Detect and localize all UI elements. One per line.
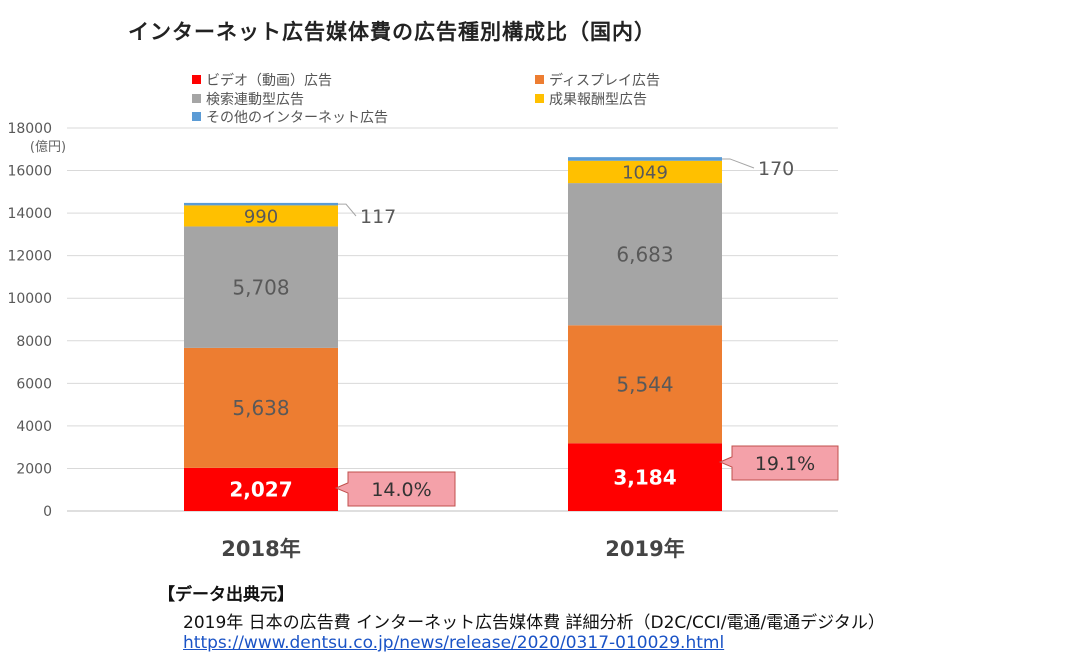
data-label: 5,638 [232, 396, 289, 420]
y-axis-unit-label: (億円) [30, 139, 66, 155]
bar-segment [568, 325, 722, 444]
legend-item-display: ディスプレイ広告 [535, 70, 660, 90]
data-label: 117 [360, 206, 396, 228]
legend-label-video: ビデオ（動画）広告 [206, 73, 332, 89]
legend-swatch-video [192, 75, 201, 84]
y-tick-label: 0 [43, 504, 52, 520]
callout-label: 14.0% [371, 479, 431, 501]
data-label: 5,708 [232, 275, 289, 299]
callout-label: 19.1% [755, 453, 815, 475]
legend-label-other: その他のインターネット広告 [206, 110, 388, 126]
y-tick-label: 12000 [7, 249, 52, 265]
y-tick-label: 14000 [7, 206, 52, 222]
callout-box [718, 445, 839, 481]
x-axis-ticks: 2018年 2019年 [221, 537, 684, 561]
legend-swatch-display [535, 75, 544, 84]
bar-segment [568, 160, 722, 184]
y-axis-ticks: 0 2000 4000 6000 8000 10000 12000 14000 16000 180… [7, 121, 52, 520]
source-link[interactable]: https://www.dentsu.co.jp/news/release/20… [183, 633, 725, 653]
leader-line [338, 203, 357, 217]
x-tick-label: 2018年 [221, 537, 300, 561]
leader-line [722, 158, 755, 169]
bar-segment [184, 205, 338, 227]
data-label: 6,683 [616, 242, 673, 266]
bar-segment [184, 467, 338, 511]
legend-item-search: 検索連動型広告 [192, 89, 304, 109]
bar-segment [568, 443, 722, 511]
callouts: 14.0% 19.1% [334, 445, 839, 507]
legend-swatch-performance [535, 94, 544, 103]
legend-item-performance: 成果報酬型広告 [535, 89, 647, 109]
y-tick-label: 16000 [7, 164, 52, 180]
bar-segment [568, 157, 722, 161]
source-text: 2019年 日本の広告費 インターネット広告媒体費 詳細分析（D2C/CCI/電… [183, 613, 885, 633]
bar-segment [568, 183, 722, 326]
y-tick-label: 8000 [16, 334, 52, 350]
y-tick-label: 2000 [16, 461, 52, 477]
y-tick-label: 10000 [7, 291, 52, 307]
legend-label-performance: 成果報酬型広告 [549, 92, 647, 108]
legend-swatch-search [192, 94, 201, 103]
x-tick-label: 2019年 [605, 537, 684, 561]
legend-item-other: その他のインターネット広告 [192, 107, 388, 127]
legend-item-video: ビデオ（動画）広告 [192, 70, 332, 90]
data-label: 2,027 [229, 478, 292, 502]
callout-box [334, 471, 456, 507]
source-heading: 【データ出典元】 [158, 585, 294, 605]
bar-segment [184, 347, 338, 468]
chart-title: インターネット広告媒体費の広告種別構成比（国内） [128, 20, 656, 44]
y-tick-label: 18000 [7, 121, 52, 137]
y-tick-label: 4000 [16, 419, 52, 435]
bar-segment [184, 226, 338, 348]
data-label: 990 [244, 206, 278, 227]
data-label: 1049 [622, 162, 668, 183]
gridlines [67, 127, 838, 512]
legend-label-display: ディスプレイ広告 [549, 73, 661, 89]
data-label: 170 [758, 158, 794, 180]
legend-swatch-other [192, 112, 201, 121]
legend-label-search: 検索連動型広告 [206, 92, 304, 108]
y-tick-label: 6000 [16, 376, 52, 392]
data-label: 3,184 [613, 465, 676, 489]
bar-segment [184, 202, 338, 206]
bars: 2,027 5,638 5,708 990 117 3,184 5,544 6,683 1049… [184, 157, 794, 511]
data-label: 5,544 [616, 372, 673, 396]
